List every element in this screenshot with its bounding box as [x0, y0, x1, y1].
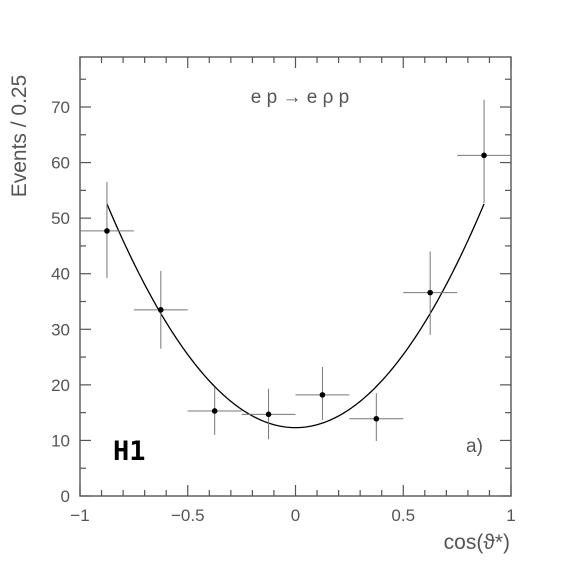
- reaction-annotation: e p → e ρ p: [251, 87, 349, 108]
- data-point: [158, 307, 164, 313]
- data-point-group: [80, 182, 134, 279]
- y-tick-label: 30: [51, 320, 70, 339]
- data-point-group: [295, 367, 350, 420]
- y-axis-label: Events / 0.25: [8, 75, 31, 198]
- y-tick-label: 10: [51, 431, 70, 450]
- data-point-group: [241, 388, 296, 440]
- y-tick-label: 0: [61, 487, 70, 506]
- y-tick-label: 60: [51, 154, 70, 173]
- data-point: [265, 411, 272, 418]
- data-point-group: [349, 393, 404, 441]
- y-tick-label: 20: [51, 376, 70, 395]
- x-tick-label: −0.5: [171, 506, 205, 525]
- data-point-group: [133, 270, 188, 349]
- data-point: [373, 415, 380, 422]
- data-point-group: [187, 387, 242, 435]
- y-tick-label: 50: [51, 209, 70, 228]
- data-point: [319, 392, 326, 398]
- x-axis-ticks: −1 −0.5 0 0.5 1: [70, 57, 516, 525]
- y-tick-label: 40: [51, 265, 70, 284]
- h1-logo: H1: [113, 436, 146, 467]
- y-tick-label: 70: [51, 98, 70, 117]
- data-point: [104, 228, 110, 234]
- y-axis-ticks: 0 10 20 30 40 50 60 70: [51, 78, 511, 506]
- data-point: [481, 152, 487, 159]
- fit-curve: [106, 203, 485, 429]
- data-point: [427, 289, 433, 296]
- x-axis-label: cos(ϑ*): [444, 531, 510, 554]
- x-tick-label: 0.5: [391, 506, 415, 525]
- data-points-layer: [80, 99, 511, 441]
- fit-layer: [106, 203, 485, 429]
- panel-label: a): [466, 436, 483, 457]
- data-point-group: [403, 251, 458, 335]
- plot-frame: [79, 56, 512, 497]
- data-point-group: [457, 99, 511, 204]
- x-tick-label: −1: [70, 506, 89, 525]
- x-tick-label: 1: [506, 506, 515, 525]
- data-point: [211, 408, 218, 414]
- x-tick-label: 0: [291, 506, 300, 525]
